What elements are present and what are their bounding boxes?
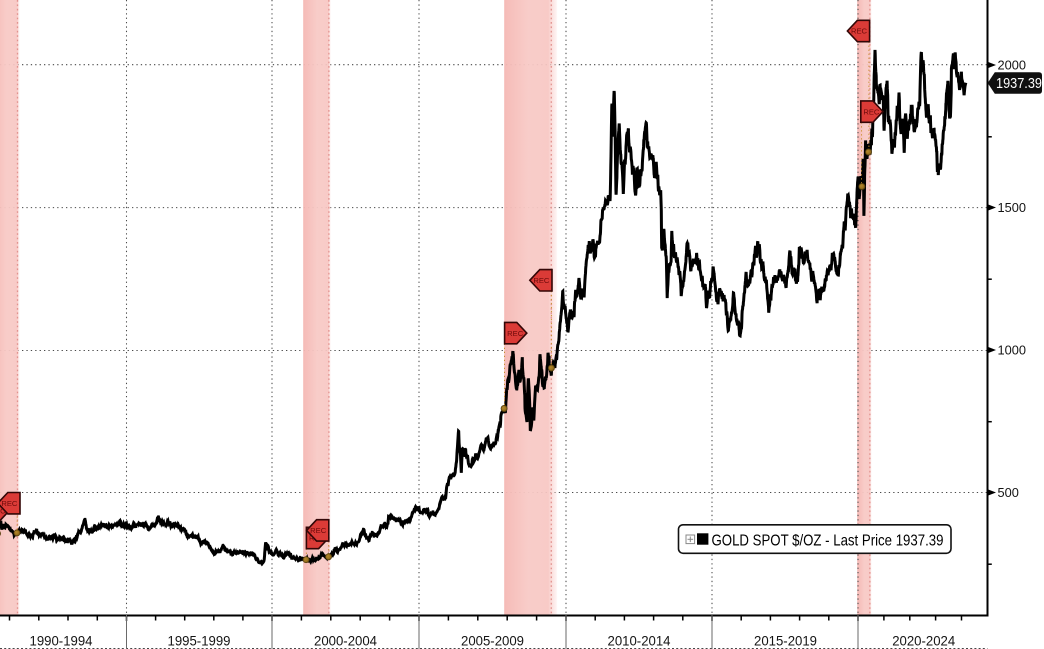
svg-text:2020-2024: 2020-2024 — [892, 634, 955, 649]
svg-text:REC: REC — [507, 329, 524, 338]
svg-text:1995-1999: 1995-1999 — [168, 634, 231, 649]
svg-text:REC: REC — [863, 107, 880, 116]
svg-text:2000-2004: 2000-2004 — [314, 634, 377, 649]
svg-text:GOLD SPOT $/OZ - Last Price 19: GOLD SPOT $/OZ - Last Price 1937.39 — [712, 532, 944, 549]
svg-text:REC: REC — [0, 506, 6, 515]
svg-text:1000: 1000 — [998, 343, 1026, 358]
svg-text:REC: REC — [533, 276, 550, 285]
svg-text:1500: 1500 — [998, 200, 1026, 215]
svg-text:REC: REC — [851, 27, 868, 36]
svg-text:1990-1994: 1990-1994 — [30, 634, 93, 649]
svg-text:2015-2019: 2015-2019 — [754, 634, 817, 649]
svg-text:2000: 2000 — [998, 58, 1026, 73]
svg-text:2005-2009: 2005-2009 — [461, 634, 524, 649]
svg-text:1937.39: 1937.39 — [996, 76, 1042, 92]
svg-text:REC: REC — [310, 526, 327, 535]
svg-text:REC: REC — [1, 499, 18, 508]
svg-text:500: 500 — [998, 485, 1019, 500]
svg-text:2010-2014: 2010-2014 — [608, 634, 671, 649]
